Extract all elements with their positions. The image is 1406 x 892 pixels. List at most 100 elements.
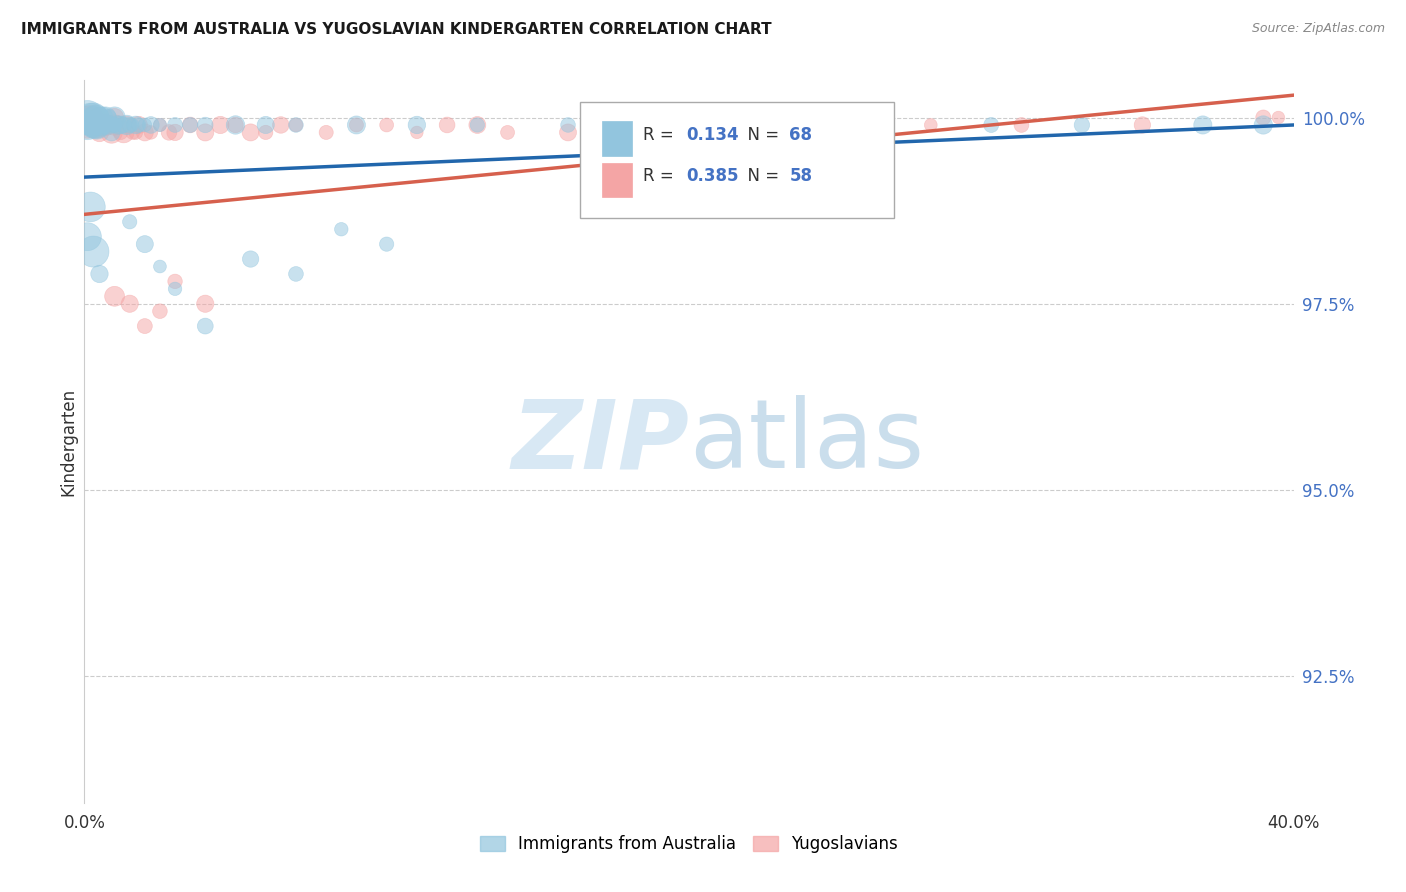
Text: 0.385: 0.385 — [686, 168, 740, 186]
Point — [225, 118, 247, 132]
Text: Source: ZipAtlas.com: Source: ZipAtlas.com — [1251, 22, 1385, 36]
Point — [94, 118, 117, 132]
Point — [94, 118, 117, 132]
Point — [1253, 111, 1275, 125]
Point — [1253, 118, 1275, 132]
FancyBboxPatch shape — [581, 102, 894, 218]
Point — [91, 118, 114, 132]
Point — [149, 260, 172, 274]
Text: R =: R = — [643, 126, 679, 145]
Point — [86, 111, 108, 125]
Point — [89, 118, 111, 132]
Point — [315, 125, 337, 139]
Point — [285, 118, 308, 132]
Point — [82, 118, 104, 132]
Point — [239, 125, 262, 139]
Point — [86, 118, 108, 132]
Point — [375, 237, 398, 252]
Point — [89, 267, 111, 281]
Point — [94, 111, 117, 125]
Point — [209, 118, 232, 132]
Point — [100, 125, 122, 139]
Point — [406, 118, 429, 132]
Point — [1192, 118, 1215, 132]
Point — [165, 274, 187, 288]
Point — [179, 118, 201, 132]
Point — [128, 118, 150, 132]
Point — [467, 118, 489, 132]
Point — [194, 319, 217, 334]
Bar — [602, 121, 633, 156]
Point — [79, 111, 101, 125]
Text: IMMIGRANTS FROM AUSTRALIA VS YUGOSLAVIAN KINDERGARTEN CORRELATION CHART: IMMIGRANTS FROM AUSTRALIA VS YUGOSLAVIAN… — [21, 22, 772, 37]
Point — [436, 118, 458, 132]
Point — [104, 111, 127, 125]
Point — [194, 125, 217, 139]
Point — [115, 118, 138, 132]
Point — [738, 118, 761, 132]
Point — [110, 118, 132, 132]
Point — [346, 118, 368, 132]
Point — [76, 229, 98, 244]
Y-axis label: Kindergarten: Kindergarten — [59, 387, 77, 496]
Point — [86, 118, 108, 132]
Point — [115, 118, 138, 132]
Text: 0.134: 0.134 — [686, 126, 740, 145]
Point — [100, 118, 122, 132]
Point — [79, 118, 101, 132]
Point — [1130, 118, 1153, 132]
Point — [118, 118, 141, 132]
Point — [149, 304, 172, 318]
Point — [149, 118, 172, 132]
Point — [254, 125, 277, 139]
Point — [165, 282, 187, 296]
Text: R =: R = — [643, 168, 679, 186]
Point — [125, 118, 148, 132]
Point — [97, 118, 120, 132]
Point — [89, 125, 111, 139]
Text: 68: 68 — [789, 126, 813, 145]
Point — [100, 125, 122, 139]
Point — [128, 118, 150, 132]
Point — [194, 297, 217, 311]
Point — [134, 125, 156, 139]
Point — [920, 118, 942, 132]
Point — [79, 200, 101, 214]
Point — [134, 118, 156, 132]
Point — [149, 118, 172, 132]
Point — [285, 118, 308, 132]
Point — [118, 118, 141, 132]
Point — [110, 125, 132, 139]
Point — [557, 118, 579, 132]
Bar — [602, 162, 633, 197]
Point — [89, 118, 111, 132]
Point — [82, 111, 104, 125]
Point — [104, 118, 127, 132]
Point — [82, 111, 104, 125]
Point — [104, 118, 127, 132]
Point — [91, 111, 114, 125]
Point — [496, 125, 519, 139]
Point — [194, 118, 217, 132]
Point — [82, 118, 104, 132]
Point — [76, 118, 98, 132]
Point — [225, 118, 247, 132]
Point — [648, 118, 671, 132]
Point — [134, 237, 156, 252]
Point — [134, 319, 156, 334]
Point — [86, 111, 108, 125]
Point — [79, 118, 101, 132]
Point — [91, 118, 114, 132]
Point — [1071, 118, 1094, 132]
Point — [557, 125, 579, 139]
Point — [1267, 111, 1289, 125]
Point — [104, 289, 127, 303]
Point — [330, 222, 353, 236]
Point — [980, 118, 1002, 132]
Point — [139, 118, 162, 132]
Point — [82, 118, 104, 132]
Text: N =: N = — [737, 168, 785, 186]
Text: N =: N = — [737, 126, 785, 145]
Point — [118, 215, 141, 229]
Point — [82, 244, 104, 259]
